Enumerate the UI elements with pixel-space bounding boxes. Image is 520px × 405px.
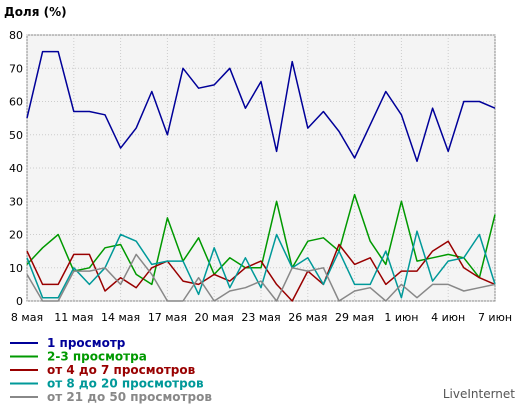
series-line-3 <box>26 240 496 302</box>
x-tick-label: 11 мая <box>54 311 93 324</box>
y-tick-label: 70 <box>9 62 23 75</box>
x-tick-label: 7 июн <box>478 311 512 324</box>
y-tick-label: 60 <box>9 96 23 109</box>
legend-label: от 4 до 7 просмотров <box>47 363 196 377</box>
x-tick-label: 23 мая <box>241 311 280 324</box>
y-tick-label: 20 <box>9 229 23 242</box>
y-tick-label: 80 <box>9 29 23 42</box>
y-tick-label: 30 <box>9 195 23 208</box>
series-line-2 <box>26 193 496 286</box>
x-tick-label: 4 июн <box>431 311 465 324</box>
y-tick-label: 50 <box>9 129 23 142</box>
x-tick-label: 14 мая <box>101 311 140 324</box>
x-axis-ticks: 8 мая 11 мая 14 мая 17 мая 20 мая 23 мая 26 ма… <box>11 311 512 324</box>
liveinternet-credit: LiveInternet <box>443 387 515 401</box>
y-axis-label: Доля (%) <box>4 5 67 19</box>
legend-label: от 21 до 50 просмотров <box>47 390 212 404</box>
x-tick-label: 8 мая <box>11 311 43 324</box>
y-axis-ticks: 0 10 20 30 40 50 60 70 80 <box>9 29 23 308</box>
x-tick-label: 1 июн <box>384 311 418 324</box>
y-tick-label: 10 <box>9 262 23 275</box>
x-tick-label: 26 мая <box>288 311 327 324</box>
legend-label: 2-3 просмотра <box>47 350 147 364</box>
series-lines <box>26 50 496 302</box>
x-tick-label: 17 мая <box>148 311 187 324</box>
series-line-1 <box>26 50 496 163</box>
series-line-5 <box>26 253 496 302</box>
y-tick-label: 0 <box>16 295 23 308</box>
legend-label: 1 просмотр <box>47 336 126 350</box>
legend-label: от 8 до 20 просмотров <box>47 377 204 391</box>
x-tick-label: 29 мая <box>335 311 374 324</box>
x-tick-label: 20 мая <box>195 311 234 324</box>
y-tick-label: 40 <box>9 162 23 175</box>
